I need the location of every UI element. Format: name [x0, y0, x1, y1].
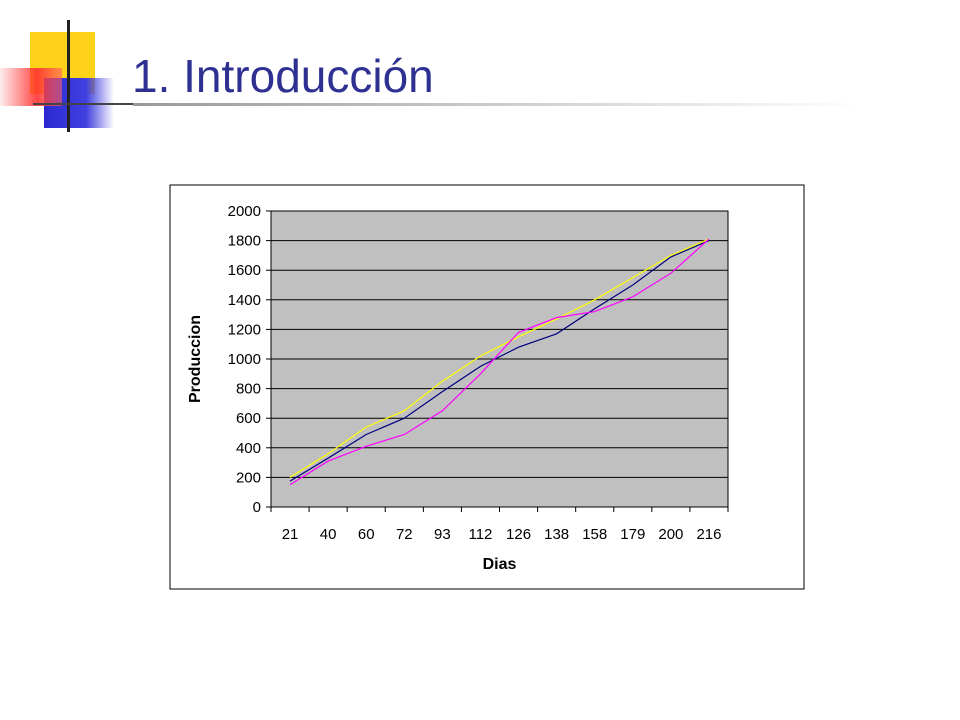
x-tick-label: 72: [396, 526, 413, 543]
x-tick-label: 21: [282, 526, 299, 543]
y-tick-label: 1000: [228, 351, 261, 368]
series-line: [289, 238, 710, 486]
x-axis-label: Dias: [483, 556, 517, 573]
series-line: [289, 240, 710, 482]
y-tick-label: 0: [253, 499, 261, 516]
x-tick-label: 138: [544, 526, 569, 543]
decoration: [0, 20, 863, 132]
y-tick-label: 800: [236, 381, 261, 398]
x-tick-label: 158: [582, 526, 607, 543]
x-tick-label: 216: [696, 526, 721, 543]
x-tick-label: 126: [506, 526, 531, 543]
y-tick-label: 1200: [228, 321, 261, 338]
y-tick-label: 1400: [228, 292, 261, 309]
y-tick-label: 1600: [228, 262, 261, 279]
slide-title: 1. Introducción: [132, 50, 434, 102]
y-axis-label: Produccion: [187, 315, 204, 403]
x-tick-label: 60: [358, 526, 375, 543]
x-tick-label: 200: [658, 526, 683, 543]
y-tick-label: 600: [236, 410, 261, 427]
y-tick-label: 1800: [228, 233, 261, 250]
y-tick-label: 400: [236, 440, 261, 457]
x-tick-label: 40: [320, 526, 337, 543]
y-tick-label: 2000: [228, 203, 261, 220]
series-line: [289, 238, 710, 478]
x-tick-label: 93: [434, 526, 451, 543]
x-tick-label: 112: [468, 526, 492, 543]
chart: 0 200 400 600 800 1000 1200 1400 1600 1800 2000 21 4…: [187, 203, 729, 573]
y-tick-label: 200: [236, 469, 261, 486]
x-tick-label: 179: [620, 526, 645, 543]
